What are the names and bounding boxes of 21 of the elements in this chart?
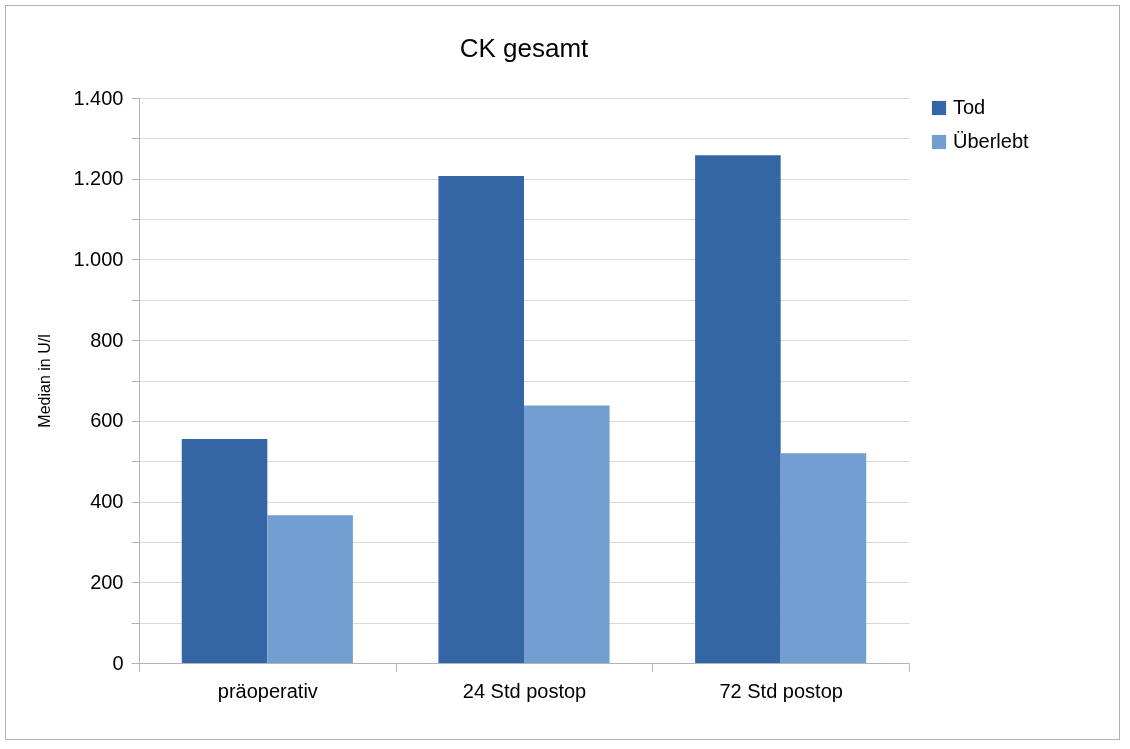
legend-label: Tod — [953, 96, 986, 118]
x-tick-label: präoperativ — [217, 679, 318, 702]
y-tick-label: 0 — [112, 651, 124, 674]
y-tick-label: 800 — [90, 328, 124, 351]
y-tick-label: 1.000 — [73, 247, 124, 270]
y-axis-title: Median in U/l — [36, 334, 54, 428]
bar — [695, 155, 781, 663]
bar — [780, 453, 867, 663]
bar — [524, 405, 610, 663]
bar — [438, 175, 524, 663]
y-tick-label: 200 — [90, 570, 124, 593]
x-tick-label: 24 Std postop — [462, 679, 587, 702]
bar — [181, 439, 268, 663]
y-tick-label: 1.400 — [73, 86, 124, 109]
bar — [267, 515, 353, 663]
chart-title: CK gesamt — [459, 33, 590, 63]
y-tick-label: 1.200 — [73, 167, 124, 190]
y-tick-label: 400 — [90, 490, 124, 513]
x-tick-label: 72 Std postop — [719, 679, 843, 702]
legend-label: Überlebt — [953, 130, 1030, 152]
y-tick-label: 600 — [90, 409, 124, 432]
